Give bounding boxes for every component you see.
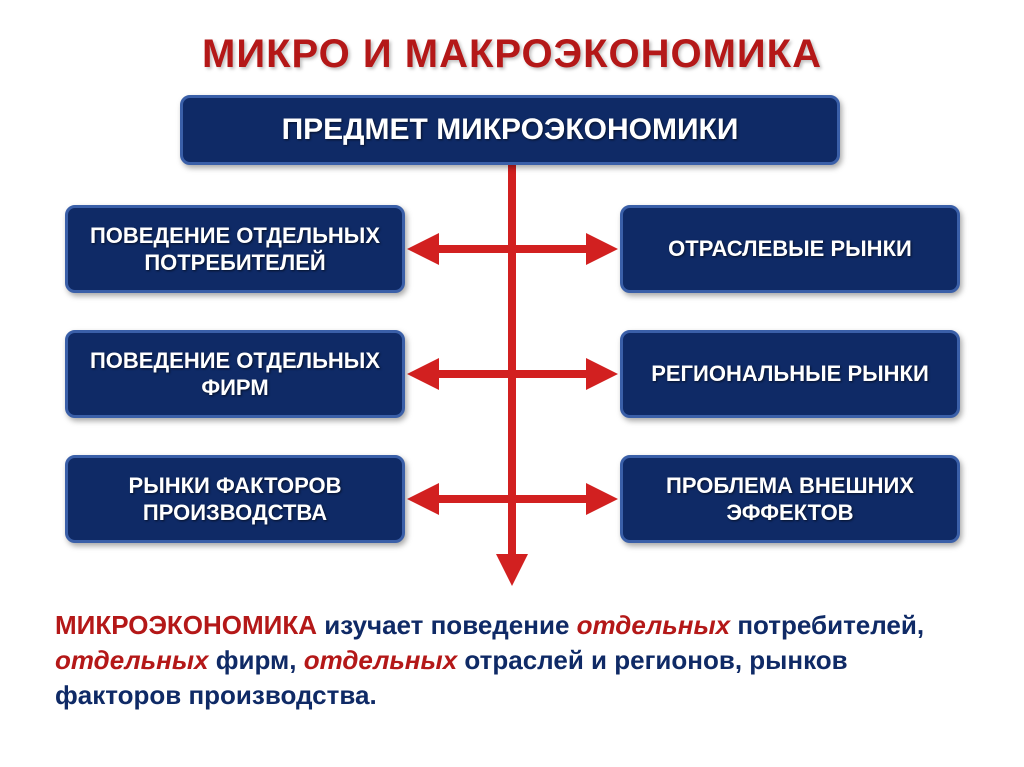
footer-segment: изучает поведение: [317, 610, 577, 640]
node-l2: ПОВЕДЕНИЕ ОТДЕЛЬНЫХ ФИРМ: [65, 330, 405, 418]
footer-segment: МИКРОЭКОНОМИКА: [55, 610, 317, 640]
footer-segment: фирм,: [209, 645, 304, 675]
page-title: МИКРО И МАКРОЭКОНОМИКА: [0, 0, 1024, 77]
node-r3: ПРОБЛЕМА ВНЕШНИХ ЭФФЕКТОВ: [620, 455, 960, 543]
footer-text: МИКРОЭКОНОМИКА изучает поведение отдельн…: [55, 608, 969, 713]
footer-segment: отдельных: [577, 610, 731, 640]
footer-segment: отдельных: [304, 645, 458, 675]
node-l1: ПОВЕДЕНИЕ ОТДЕЛЬНЫХ ПОТРЕБИТЕЛЕЙ: [65, 205, 405, 293]
node-l3: РЫНКИ ФАКТОРОВ ПРОИЗВОДСТВА: [65, 455, 405, 543]
node-top: ПРЕДМЕТ МИКРОЭКОНОМИКИ: [180, 95, 840, 165]
footer-segment: потребителей,: [730, 610, 924, 640]
node-r2: РЕГИОНАЛЬНЫЕ РЫНКИ: [620, 330, 960, 418]
footer-segment: отдельных: [55, 645, 209, 675]
node-r1: ОТРАСЛЕВЫЕ РЫНКИ: [620, 205, 960, 293]
